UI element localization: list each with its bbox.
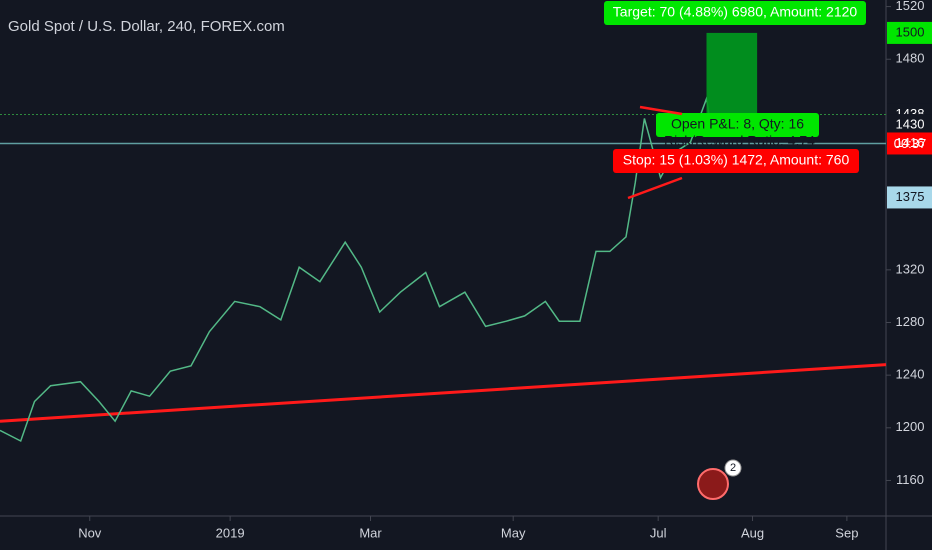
x-tick-label: Aug <box>741 525 764 540</box>
event-count <box>724 459 742 477</box>
y-tick-label: 1520 <box>896 0 925 13</box>
x-tick-label: Nov <box>78 525 102 540</box>
y-tick-label: 1480 <box>896 51 925 66</box>
event-count-label: 2 <box>730 462 736 474</box>
pattern-line <box>627 176 683 200</box>
x-tick-label: 2019 <box>216 525 245 540</box>
price-badge-label: 1430 <box>896 116 925 131</box>
price-badge-label: 1416 <box>896 135 925 150</box>
price-line <box>0 95 712 443</box>
stop-label-box <box>613 149 859 173</box>
target-zone <box>706 32 758 115</box>
target-label-box <box>604 1 866 25</box>
trendline <box>0 363 887 423</box>
x-tick-label: Jul <box>650 525 667 540</box>
y-tick-label: 1320 <box>896 261 925 276</box>
price-badge <box>887 114 932 137</box>
y-tick-label: 1160 <box>896 472 924 487</box>
stop-label: Stop: 15 (1.03%) 1472, Amount: 760 <box>623 152 850 168</box>
target-label: Target: 70 (4.88%) 6980, Amount: 2120 <box>613 4 858 20</box>
x-tick-label: May <box>501 525 526 540</box>
pnl-label: Open P&L: 8, Qty: 16 <box>671 116 804 132</box>
y-tick-label: 1240 <box>896 367 925 382</box>
countdown: 00:37 <box>894 136 927 151</box>
event-icon[interactable] <box>697 468 729 500</box>
price-badge-label: 1375 <box>896 189 925 204</box>
price-badge <box>887 21 932 44</box>
chart-title: Gold Spot / U.S. Dollar, 240, FOREX.com <box>8 18 285 35</box>
ratio-label: Risk/Reward Ratio: 4.74 <box>664 133 815 149</box>
y-tick-label: 1200 <box>896 419 925 434</box>
price-badge <box>887 132 932 155</box>
price-badge <box>887 186 932 209</box>
plot: Target: 70 (4.88%) 6980, Amount: 2120 Ope… <box>0 1 887 443</box>
y-tick-label: 1280 <box>896 314 925 329</box>
pnl-label-box <box>656 113 819 137</box>
x-tick-label: Sep <box>835 525 858 540</box>
pattern-line <box>639 105 683 116</box>
price-badge-label: 1500 <box>896 24 925 39</box>
axes: 1520 1480 1320 1280 1240 1200 1160 Nov 2019 Mar Ma… <box>78 0 932 540</box>
x-tick-label: Mar <box>359 525 382 540</box>
